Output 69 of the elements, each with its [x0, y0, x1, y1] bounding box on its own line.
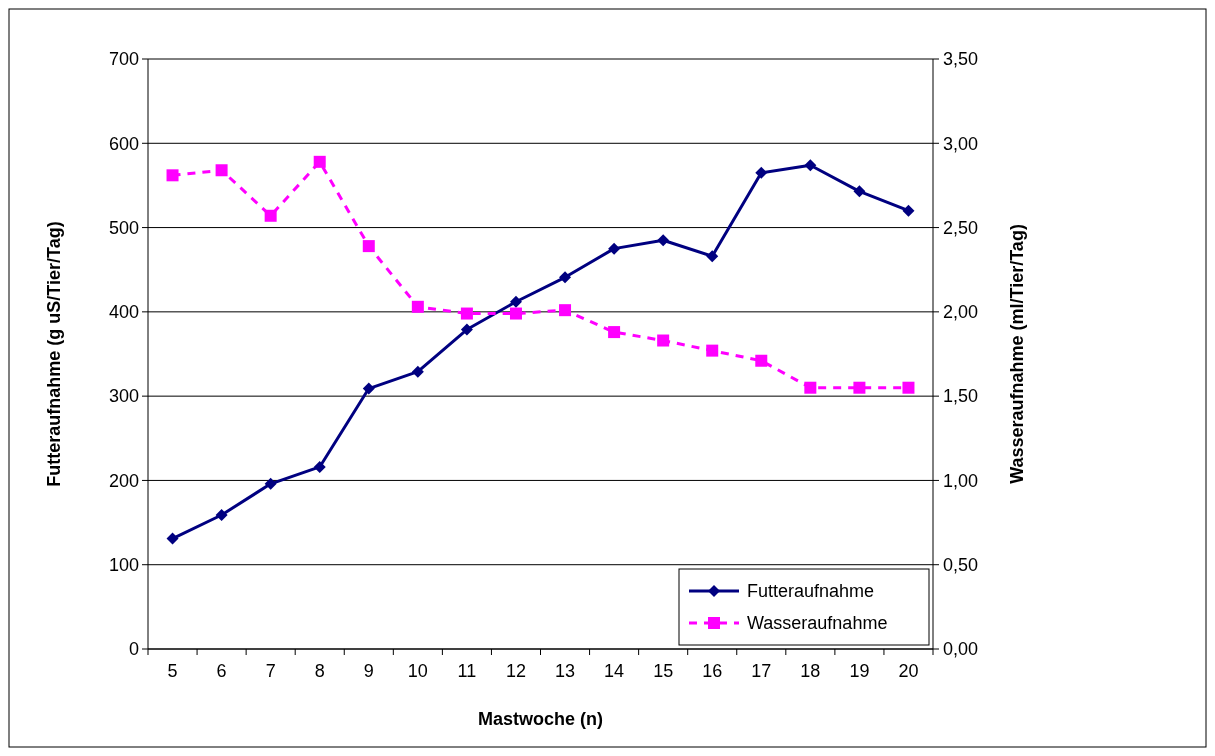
- point: [559, 304, 572, 317]
- y-tick-label: 600: [108, 133, 139, 154]
- point: [215, 164, 228, 177]
- legend-label: Futteraufnahme: [747, 581, 875, 602]
- x-tick-label: 8: [314, 661, 325, 681]
- point: [804, 381, 817, 394]
- point: [853, 381, 866, 394]
- y2-tick-label: 0,50: [943, 555, 979, 576]
- point: [411, 365, 424, 378]
- y-tick-label: 200: [108, 470, 139, 491]
- y-tick-label: 300: [108, 386, 139, 407]
- y2-tick-label: 2,00: [943, 302, 979, 323]
- point: [313, 155, 326, 168]
- x-tick-label: 18: [800, 661, 821, 681]
- y-tick-label: 0: [128, 639, 139, 660]
- y2-tick-label: 1,50: [943, 386, 979, 407]
- y2-tick-label: 0,00: [943, 639, 979, 660]
- x-tick-label: 20: [898, 661, 919, 681]
- y-axis-title: Futteraufnahme (g uS/Tier/Tag): [44, 221, 64, 487]
- point: [460, 323, 473, 336]
- x-tick-label: 19: [849, 661, 870, 681]
- point: [755, 166, 768, 179]
- x-tick-label: 13: [555, 661, 576, 681]
- x-tick-label: 9: [363, 661, 374, 681]
- y-tick-label: 500: [108, 217, 139, 238]
- y-tick-label: 700: [108, 49, 139, 70]
- x-tick-label: 7: [265, 661, 276, 681]
- y2-tick-label: 3,00: [943, 133, 979, 154]
- point: [657, 334, 670, 347]
- point: [313, 460, 326, 473]
- point: [853, 185, 866, 198]
- point: [509, 295, 522, 308]
- point: [657, 234, 670, 247]
- point: [706, 250, 719, 263]
- x-tick-label: 14: [604, 661, 625, 681]
- point: [362, 382, 375, 395]
- y-tick-label: 400: [108, 302, 139, 323]
- x-tick-label: 17: [751, 661, 772, 681]
- point: [264, 209, 277, 222]
- x-tick-label: 16: [702, 661, 723, 681]
- x-tick-label: 6: [216, 661, 227, 681]
- point: [608, 326, 621, 339]
- point: [215, 508, 228, 521]
- point: [460, 307, 473, 320]
- x-tick-label: 10: [407, 661, 428, 681]
- point: [264, 477, 277, 490]
- point: [804, 159, 817, 172]
- point: [509, 307, 522, 320]
- y2-axis-title: Wasseraufnahme (ml/Tier/Tag): [1007, 224, 1027, 484]
- point: [166, 532, 179, 545]
- legend-label: Wasseraufnahme: [747, 613, 888, 634]
- x-axis-title: Mastwoche (n): [477, 709, 604, 729]
- x-tick-label: 5: [167, 661, 178, 681]
- x-tick-label: 15: [653, 661, 674, 681]
- y2-tick-label: 1,00: [943, 470, 979, 491]
- x-tick-label: 12: [505, 661, 526, 681]
- point: [608, 242, 621, 255]
- point: [755, 354, 768, 367]
- point: [902, 204, 915, 217]
- point: [902, 381, 915, 394]
- y2-tick-label: 3,50: [943, 49, 979, 70]
- point: [362, 240, 375, 253]
- x-tick-label: 11: [457, 661, 477, 681]
- point: [411, 300, 424, 313]
- point: [706, 344, 719, 357]
- y2-tick-label: 2,50: [943, 217, 979, 238]
- point: [166, 169, 179, 182]
- point: [559, 271, 572, 284]
- y-tick-label: 100: [108, 555, 139, 576]
